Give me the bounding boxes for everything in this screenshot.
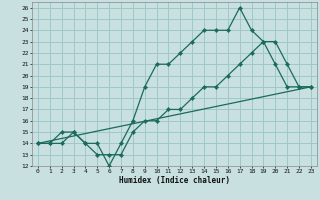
- X-axis label: Humidex (Indice chaleur): Humidex (Indice chaleur): [119, 176, 230, 185]
